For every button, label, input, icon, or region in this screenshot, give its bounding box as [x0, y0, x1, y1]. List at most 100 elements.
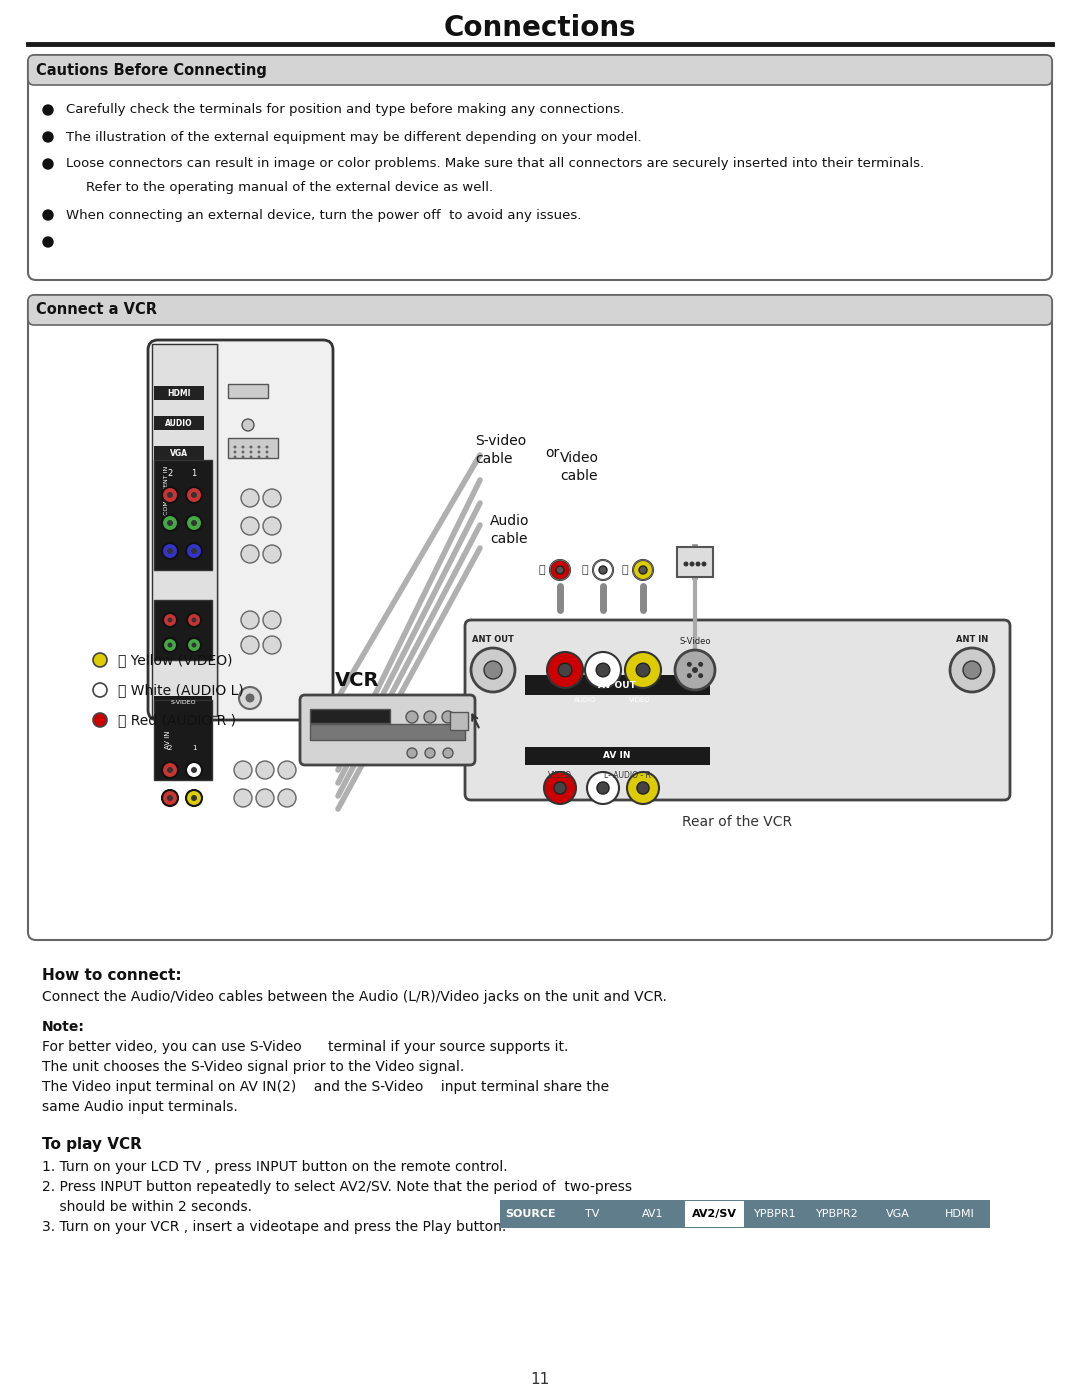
Text: AV1: AV1	[643, 1208, 664, 1220]
Circle shape	[43, 237, 53, 247]
Bar	[154, 446, 204, 460]
Circle shape	[191, 548, 197, 555]
Bar	[500, 1200, 990, 1228]
Text: ⑘ Red (AUDIO R ): ⑘ Red (AUDIO R )	[118, 712, 237, 726]
Circle shape	[234, 761, 252, 780]
Text: COMPONENT IN: COMPONENT IN	[164, 465, 168, 514]
Circle shape	[696, 562, 701, 567]
Circle shape	[256, 789, 274, 807]
Circle shape	[698, 673, 703, 678]
Circle shape	[264, 545, 281, 563]
Text: HDMI: HDMI	[945, 1208, 974, 1220]
Circle shape	[639, 566, 647, 574]
Text: VGA: VGA	[170, 448, 188, 457]
Text: To play VCR: To play VCR	[42, 1137, 141, 1153]
Circle shape	[167, 617, 173, 623]
Text: Ⓦ: Ⓦ	[582, 564, 589, 576]
Circle shape	[471, 648, 515, 692]
Circle shape	[442, 711, 454, 724]
Circle shape	[558, 664, 571, 676]
Circle shape	[264, 610, 281, 629]
FancyBboxPatch shape	[300, 694, 475, 766]
Circle shape	[93, 683, 107, 697]
Circle shape	[233, 450, 237, 454]
Text: same Audio input terminals.: same Audio input terminals.	[42, 1099, 238, 1113]
Circle shape	[698, 662, 703, 666]
Circle shape	[249, 450, 253, 454]
FancyBboxPatch shape	[28, 54, 1052, 85]
Circle shape	[550, 560, 570, 580]
Bar	[154, 700, 212, 780]
Circle shape	[93, 712, 107, 726]
Text: YPBPR2: YPBPR2	[815, 1208, 859, 1220]
Text: SOURCE: SOURCE	[505, 1208, 556, 1220]
Circle shape	[43, 210, 53, 219]
Circle shape	[266, 450, 269, 454]
Bar	[228, 384, 268, 398]
Text: For better video, you can use S-Video      terminal if your source supports it.: For better video, you can use S-Video te…	[42, 1039, 568, 1053]
Circle shape	[186, 488, 202, 503]
Text: How to connect:: How to connect:	[42, 968, 181, 982]
Circle shape	[625, 652, 661, 687]
Circle shape	[556, 566, 564, 574]
Circle shape	[43, 105, 53, 115]
Circle shape	[239, 687, 261, 710]
Bar	[152, 344, 217, 717]
Text: AV2/SV: AV2/SV	[692, 1208, 737, 1220]
Circle shape	[278, 761, 296, 780]
Text: The illustration of the external equipment may be different depending on your mo: The illustration of the external equipme…	[66, 130, 642, 144]
Circle shape	[167, 492, 173, 497]
Circle shape	[241, 545, 259, 563]
Text: AUDIO: AUDIO	[165, 419, 193, 427]
Circle shape	[257, 455, 260, 458]
Text: 3. Turn on your VCR , insert a videotape and press the Play button.: 3. Turn on your VCR , insert a videotape…	[42, 1220, 507, 1234]
Circle shape	[191, 795, 197, 800]
Text: The Video input terminal on AV IN(2)    and the S-Video    input terminal share : The Video input terminal on AV IN(2) and…	[42, 1080, 609, 1094]
FancyBboxPatch shape	[28, 295, 1052, 326]
Bar	[154, 696, 212, 710]
Circle shape	[424, 711, 436, 724]
Text: Audio
cable: Audio cable	[490, 514, 529, 546]
Circle shape	[245, 693, 255, 703]
Circle shape	[186, 789, 202, 806]
Circle shape	[702, 562, 706, 567]
Text: 1: 1	[191, 468, 197, 478]
Circle shape	[167, 795, 173, 800]
Circle shape	[963, 661, 981, 679]
Circle shape	[256, 761, 274, 780]
Circle shape	[627, 773, 659, 805]
Circle shape	[596, 664, 610, 676]
Circle shape	[242, 455, 244, 458]
Text: Ⓨ: Ⓨ	[622, 564, 629, 576]
Circle shape	[278, 789, 296, 807]
Circle shape	[163, 638, 177, 652]
Bar	[310, 710, 390, 724]
Text: VIDEO: VIDEO	[548, 771, 572, 780]
Bar	[154, 599, 212, 659]
Circle shape	[597, 782, 609, 793]
Circle shape	[546, 652, 583, 687]
Circle shape	[692, 666, 698, 673]
Text: Video
cable: Video cable	[561, 451, 599, 483]
Circle shape	[191, 492, 197, 497]
Circle shape	[241, 489, 259, 507]
Circle shape	[162, 789, 178, 806]
Text: L- AUDIO - R: L- AUDIO - R	[604, 771, 650, 780]
Text: TV: TV	[584, 1208, 599, 1220]
Circle shape	[637, 782, 649, 793]
Bar	[525, 675, 710, 694]
Text: VCR: VCR	[335, 671, 380, 690]
Circle shape	[43, 131, 53, 142]
Bar	[525, 747, 710, 766]
Circle shape	[162, 761, 178, 778]
Circle shape	[186, 543, 202, 559]
Circle shape	[585, 652, 621, 687]
Text: Refer to the operating manual of the external device as well.: Refer to the operating manual of the ext…	[86, 182, 494, 194]
Circle shape	[443, 747, 453, 759]
Circle shape	[266, 446, 269, 448]
Text: 11: 11	[530, 1372, 550, 1387]
Circle shape	[187, 613, 201, 627]
Bar	[685, 1201, 744, 1227]
Circle shape	[241, 517, 259, 535]
Text: VIDEO: VIDEO	[630, 697, 651, 703]
